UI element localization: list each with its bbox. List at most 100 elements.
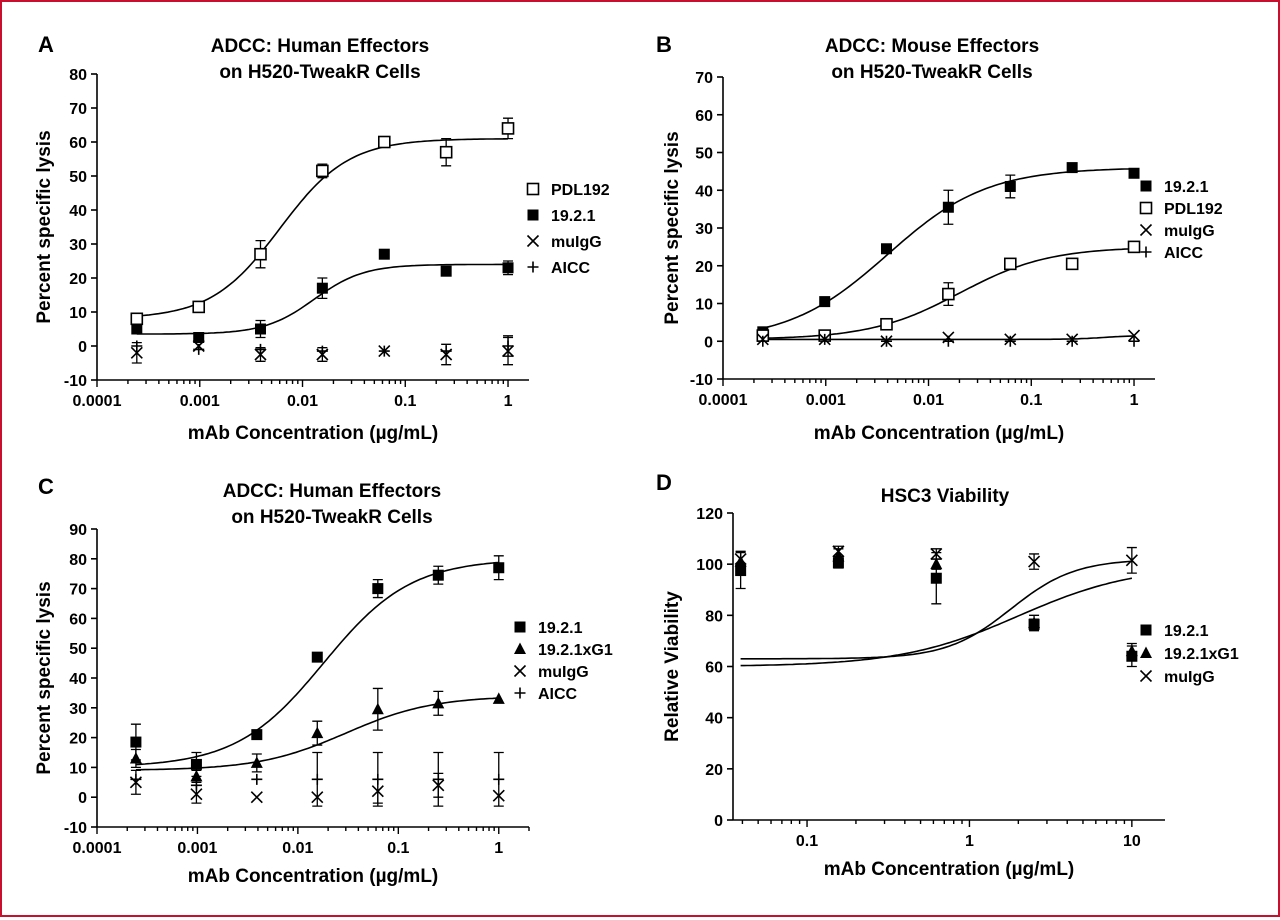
- x-tick-label: 0.0001: [73, 393, 122, 410]
- y-tick-label: 120: [696, 506, 723, 523]
- y-tick-label: 30: [69, 701, 87, 718]
- legend-marker-19-2-1xg1: [1140, 646, 1152, 658]
- x-tick-label: 0.01: [913, 392, 944, 409]
- legend-label: AICC: [538, 686, 578, 703]
- legend-label: 19.2.1xG1: [538, 642, 613, 659]
- x-tick-label: 1: [965, 833, 974, 850]
- data-point-pdl192: [439, 145, 453, 159]
- legend-label: muIgG: [1164, 669, 1215, 686]
- data-point-pdl192: [1127, 240, 1141, 254]
- data-point-muigg: [1125, 554, 1138, 567]
- data-point-19-2-1xg1: [1028, 616, 1041, 629]
- y-axis-label: Percent specific lysis: [34, 130, 55, 323]
- y-axis-label: Percent specific lysis: [662, 131, 683, 324]
- y-tick-label: 40: [69, 203, 87, 220]
- y-tick-label: 60: [705, 660, 723, 677]
- y-tick-label: 10: [695, 297, 713, 314]
- y-tick-label: 50: [695, 146, 713, 163]
- data-point-19-2-1xg1: [129, 751, 142, 764]
- data-point-19-2-1xg1: [190, 769, 203, 782]
- y-tick-label: -10: [64, 820, 87, 837]
- fit-curve-19-2-1xg1: [740, 560, 1132, 660]
- data-point-19-2-1: [316, 282, 328, 294]
- legend-marker-19-2-1: [514, 621, 526, 633]
- legend-marker-pdl192: [1139, 201, 1153, 215]
- data-point-19-2-1xg1: [492, 692, 505, 704]
- data-point-19-2-1: [130, 736, 142, 748]
- x-tick-label: 1: [494, 840, 503, 857]
- data-point-aicc: [819, 333, 831, 345]
- legend-marker-muigg: [1139, 669, 1153, 683]
- data-point-19-2-1: [193, 332, 205, 343]
- data-point-pdl192: [316, 164, 329, 178]
- data-point-muigg: [1127, 329, 1141, 342]
- data-point-19-2-1: [880, 243, 892, 255]
- data-point-pdl192: [130, 312, 144, 326]
- chart-title: ADCC: Human Effectors: [223, 481, 442, 502]
- data-point-19-2-1: [1066, 162, 1078, 174]
- y-tick-label: 60: [69, 135, 87, 152]
- data-point-muigg: [190, 788, 203, 801]
- y-tick-label: 40: [69, 671, 87, 688]
- legend-label: 19.2.1: [1164, 179, 1209, 196]
- legend-marker-aicc: [1140, 246, 1152, 258]
- x-tick-label: 0.01: [282, 840, 313, 857]
- data-point-19-2-1: [190, 758, 202, 770]
- data-point-muigg: [1028, 555, 1041, 568]
- y-tick-label: 30: [695, 221, 713, 238]
- panel-letter: B: [656, 32, 672, 57]
- data-point-muigg: [930, 547, 943, 560]
- data-point-19-2-1xg1: [1125, 644, 1138, 657]
- y-tick-label: 100: [696, 557, 723, 574]
- data-point-aicc: [502, 340, 514, 352]
- data-point-aicc: [440, 345, 452, 357]
- y-tick-label: 80: [705, 608, 723, 625]
- legend-label: AICC: [1164, 245, 1204, 262]
- y-tick-label: -10: [64, 373, 87, 390]
- chart-title: on H520-TweakR Cells: [231, 507, 432, 528]
- legend-marker-19-2-1: [1140, 180, 1152, 192]
- legend-marker-pdl192: [526, 182, 540, 196]
- panel-letter: C: [38, 474, 54, 499]
- data-point-19-2-1: [942, 201, 954, 213]
- legend-label: muIgG: [1164, 223, 1215, 240]
- fit-curve-19-2-1: [740, 577, 1133, 667]
- x-tick-label: 0.001: [806, 392, 846, 409]
- legend-label: PDL192: [551, 182, 610, 199]
- data-point-pdl192: [1065, 257, 1079, 271]
- legend-label: 19.2.1: [1164, 623, 1209, 640]
- y-tick-label: 0: [78, 339, 87, 356]
- data-point-aicc: [1066, 335, 1078, 347]
- data-point-19-2-1: [432, 569, 444, 581]
- x-tick-label: 0.1: [387, 840, 409, 857]
- data-point-aicc: [193, 343, 205, 355]
- fit-curve-19-2-1: [136, 263, 508, 335]
- data-point-19-2-1: [502, 262, 514, 274]
- legend-label: 19.2.1: [551, 208, 596, 225]
- x-axis-label: mAb Concentration (µg/mL): [814, 423, 1065, 444]
- y-tick-label: 10: [69, 760, 87, 777]
- y-tick-label: 80: [69, 67, 87, 84]
- x-axis-label: mAb Concentration (µg/mL): [188, 423, 439, 444]
- chart-title: on H520-TweakR Cells: [831, 62, 1032, 83]
- legend-marker-19-2-1: [527, 209, 539, 221]
- legend-label: 19.2.1xG1: [1164, 646, 1239, 663]
- data-point-aicc: [251, 773, 263, 785]
- y-tick-label: 10: [69, 305, 87, 322]
- data-point-aicc: [880, 335, 892, 347]
- x-tick-label: 0.0001: [699, 392, 748, 409]
- y-tick-label: 70: [69, 101, 87, 118]
- x-tick-label: 0.1: [796, 833, 818, 850]
- legend-label: muIgG: [551, 234, 602, 251]
- chart-title: on H520-TweakR Cells: [219, 62, 420, 83]
- data-point-pdl192: [377, 135, 391, 149]
- data-point-muigg: [130, 346, 143, 359]
- y-tick-label: 40: [705, 711, 723, 728]
- data-point-aicc: [372, 773, 384, 785]
- legend-marker-muigg: [526, 234, 540, 248]
- legend-marker-aicc: [514, 687, 526, 699]
- data-point-pdl192: [192, 300, 206, 314]
- data-point-pdl192: [942, 287, 955, 301]
